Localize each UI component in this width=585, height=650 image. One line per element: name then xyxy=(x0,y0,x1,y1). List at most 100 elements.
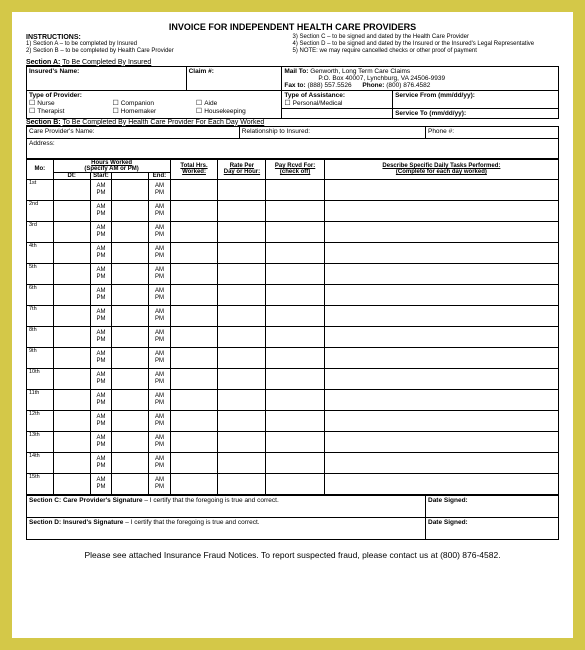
tasks[interactable] xyxy=(324,452,558,473)
start-ampm[interactable]: AMPM xyxy=(90,221,111,242)
total-hrs[interactable] xyxy=(170,284,218,305)
pay-rcvd[interactable] xyxy=(266,179,325,200)
chk-companion[interactable]: Companion xyxy=(112,100,154,107)
start-time[interactable] xyxy=(53,179,90,200)
tasks[interactable] xyxy=(324,242,558,263)
pay-rcvd[interactable] xyxy=(266,242,325,263)
pay-rcvd[interactable] xyxy=(266,221,325,242)
start-ampm[interactable]: AMPM xyxy=(90,242,111,263)
total-hrs[interactable] xyxy=(170,431,218,452)
start-ampm[interactable]: AMPM xyxy=(90,284,111,305)
total-hrs[interactable] xyxy=(170,326,218,347)
end-time[interactable] xyxy=(112,473,149,494)
end-ampm[interactable]: AMPM xyxy=(149,347,170,368)
start-time[interactable] xyxy=(53,431,90,452)
tasks[interactable] xyxy=(324,221,558,242)
end-time[interactable] xyxy=(112,452,149,473)
rate[interactable] xyxy=(218,179,266,200)
end-time[interactable] xyxy=(112,221,149,242)
chk-homemaker[interactable]: Homemaker xyxy=(112,108,156,115)
end-time[interactable] xyxy=(112,347,149,368)
end-ampm[interactable]: AMPM xyxy=(149,326,170,347)
start-ampm[interactable]: AMPM xyxy=(90,410,111,431)
total-hrs[interactable] xyxy=(170,473,218,494)
end-ampm[interactable]: AMPM xyxy=(149,368,170,389)
start-time[interactable] xyxy=(53,242,90,263)
start-time[interactable] xyxy=(53,326,90,347)
rate[interactable] xyxy=(218,263,266,284)
end-time[interactable] xyxy=(112,200,149,221)
end-ampm[interactable]: AMPM xyxy=(149,431,170,452)
tasks[interactable] xyxy=(324,326,558,347)
rate[interactable] xyxy=(218,452,266,473)
end-ampm[interactable]: AMPM xyxy=(149,200,170,221)
rate[interactable] xyxy=(218,200,266,221)
tasks[interactable] xyxy=(324,200,558,221)
pay-rcvd[interactable] xyxy=(266,368,325,389)
total-hrs[interactable] xyxy=(170,389,218,410)
end-time[interactable] xyxy=(112,368,149,389)
rate[interactable] xyxy=(218,326,266,347)
total-hrs[interactable] xyxy=(170,263,218,284)
start-time[interactable] xyxy=(53,452,90,473)
chk-personal[interactable]: Personal/Medical xyxy=(284,100,342,107)
end-time[interactable] xyxy=(112,305,149,326)
chk-aide[interactable]: Aide xyxy=(196,100,217,107)
end-ampm[interactable]: AMPM xyxy=(149,221,170,242)
pay-rcvd[interactable] xyxy=(266,452,325,473)
pay-rcvd[interactable] xyxy=(266,473,325,494)
start-ampm[interactable]: AMPM xyxy=(90,263,111,284)
tasks[interactable] xyxy=(324,305,558,326)
rate[interactable] xyxy=(218,431,266,452)
total-hrs[interactable] xyxy=(170,221,218,242)
start-ampm[interactable]: AMPM xyxy=(90,179,111,200)
end-time[interactable] xyxy=(112,179,149,200)
end-ampm[interactable]: AMPM xyxy=(149,410,170,431)
start-ampm[interactable]: AMPM xyxy=(90,431,111,452)
start-time[interactable] xyxy=(53,473,90,494)
end-time[interactable] xyxy=(112,410,149,431)
start-time[interactable] xyxy=(53,263,90,284)
tasks[interactable] xyxy=(324,179,558,200)
rate[interactable] xyxy=(218,305,266,326)
tasks[interactable] xyxy=(324,431,558,452)
total-hrs[interactable] xyxy=(170,242,218,263)
end-ampm[interactable]: AMPM xyxy=(149,389,170,410)
rate[interactable] xyxy=(218,389,266,410)
rate[interactable] xyxy=(218,347,266,368)
total-hrs[interactable] xyxy=(170,368,218,389)
total-hrs[interactable] xyxy=(170,305,218,326)
end-ampm[interactable]: AMPM xyxy=(149,473,170,494)
total-hrs[interactable] xyxy=(170,410,218,431)
total-hrs[interactable] xyxy=(170,452,218,473)
end-time[interactable] xyxy=(112,263,149,284)
start-ampm[interactable]: AMPM xyxy=(90,452,111,473)
pay-rcvd[interactable] xyxy=(266,410,325,431)
start-time[interactable] xyxy=(53,284,90,305)
rate[interactable] xyxy=(218,242,266,263)
tasks[interactable] xyxy=(324,284,558,305)
chk-housekeeping[interactable]: Housekeeping xyxy=(196,108,246,115)
rate[interactable] xyxy=(218,221,266,242)
start-time[interactable] xyxy=(53,200,90,221)
rate[interactable] xyxy=(218,284,266,305)
pay-rcvd[interactable] xyxy=(266,200,325,221)
pay-rcvd[interactable] xyxy=(266,284,325,305)
tasks[interactable] xyxy=(324,263,558,284)
start-time[interactable] xyxy=(53,221,90,242)
pay-rcvd[interactable] xyxy=(266,326,325,347)
total-hrs[interactable] xyxy=(170,200,218,221)
end-ampm[interactable]: AMPM xyxy=(149,242,170,263)
end-ampm[interactable]: AMPM xyxy=(149,284,170,305)
chk-therapist[interactable]: Therapist xyxy=(29,108,64,115)
total-hrs[interactable] xyxy=(170,347,218,368)
rate[interactable] xyxy=(218,368,266,389)
chk-nurse[interactable]: Nurse xyxy=(29,100,55,107)
end-time[interactable] xyxy=(112,242,149,263)
start-ampm[interactable]: AMPM xyxy=(90,473,111,494)
start-ampm[interactable]: AMPM xyxy=(90,368,111,389)
start-time[interactable] xyxy=(53,410,90,431)
start-time[interactable] xyxy=(53,368,90,389)
end-ampm[interactable]: AMPM xyxy=(149,263,170,284)
end-ampm[interactable]: AMPM xyxy=(149,452,170,473)
